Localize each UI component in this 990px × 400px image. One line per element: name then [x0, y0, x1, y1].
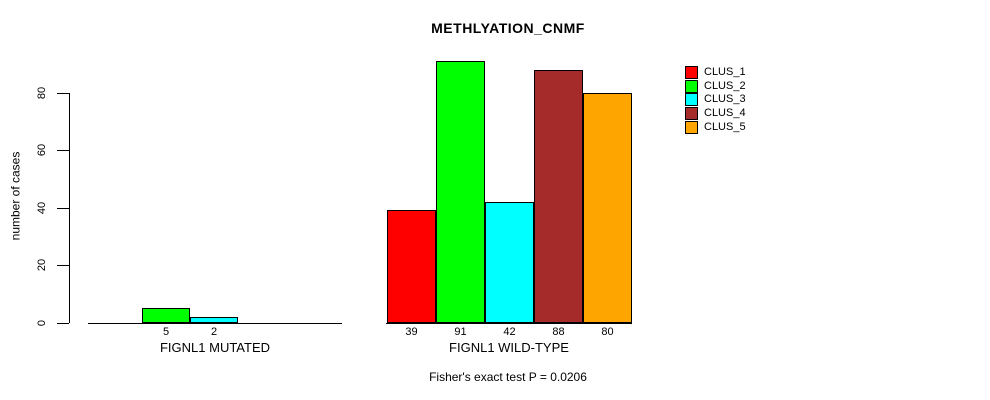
bar-value-label: 39 [405, 326, 418, 338]
bar-value-label: 5 [162, 326, 170, 338]
y-axis-tick-label: 80 [36, 86, 48, 99]
x-baseline [386, 322, 632, 324]
y-axis-tick [57, 265, 69, 266]
bar [436, 60, 485, 323]
legend-label: CLUS_1 [704, 66, 746, 78]
y-axis-line [69, 92, 70, 323]
y-axis-tick [57, 322, 69, 324]
legend-swatch [685, 107, 698, 121]
legend-swatch [685, 66, 698, 79]
bar-value-label: 80 [601, 326, 614, 338]
bar-value-label: 91 [454, 326, 467, 338]
y-axis-tick [57, 150, 69, 151]
chart-title: METHLYATION_CNMF [431, 20, 585, 36]
legend-swatch [685, 79, 698, 93]
bar-value-label: 2 [210, 326, 218, 338]
x-group-label: FIGNL1 WILD-TYPE [449, 340, 569, 355]
bar [387, 210, 436, 323]
bar [583, 92, 632, 323]
bar [485, 201, 534, 323]
y-axis-tick-label: 40 [36, 201, 48, 214]
y-axis-tick [57, 92, 69, 94]
legend-swatch [685, 120, 698, 134]
y-axis-tick-label: 0 [36, 319, 48, 326]
legend-label: CLUS_2 [704, 79, 746, 92]
fisher-test-annotation: Fisher's exact test P = 0.0206 [429, 370, 587, 384]
bar [142, 308, 190, 323]
bar [190, 316, 238, 323]
legend-label: CLUS_4 [704, 107, 746, 120]
x-baseline [88, 322, 342, 324]
bar [534, 69, 583, 323]
y-axis-tick [57, 207, 69, 209]
x-group-label: FIGNL1 MUTATED [159, 340, 271, 355]
bar-value-label: 88 [552, 326, 565, 338]
y-axis-tick-label: 20 [36, 258, 48, 272]
legend-swatch [685, 93, 698, 107]
y-axis-tick-label: 60 [36, 143, 48, 157]
bar-value-label: 42 [503, 326, 516, 338]
legend-label: CLUS_3 [704, 93, 746, 106]
legend-label: CLUS_5 [704, 120, 746, 133]
